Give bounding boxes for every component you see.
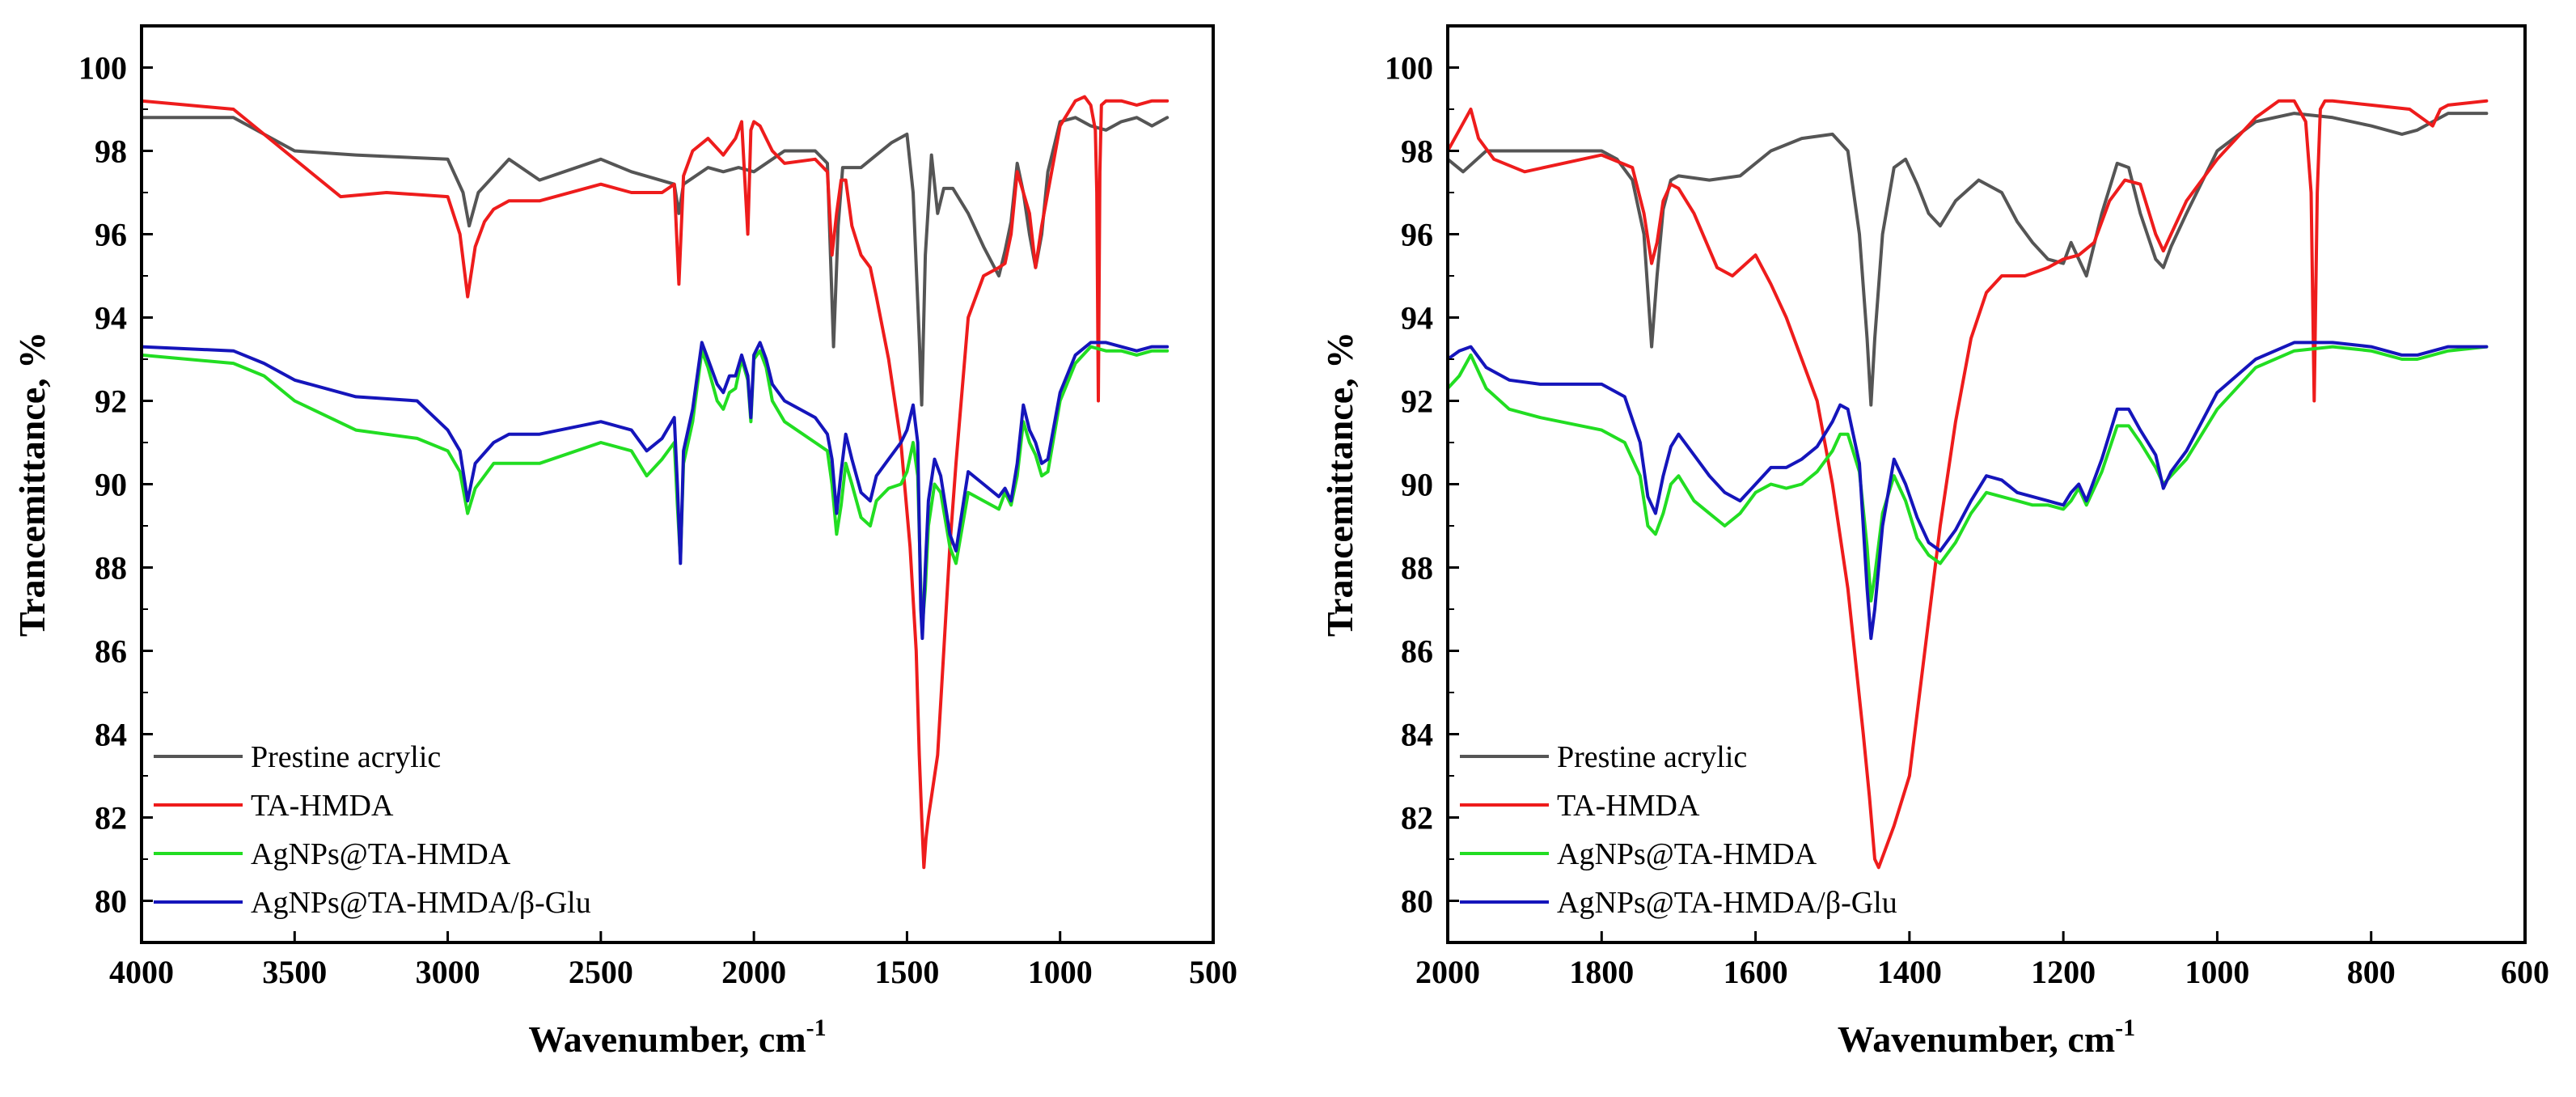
x-tick-label: 800 (2347, 954, 2396, 990)
legend-label: AgNPs@TA-HMDA/β-Glu (251, 886, 591, 920)
x-tick-label: 2500 (569, 954, 633, 990)
x-tick-label: 3000 (416, 954, 480, 990)
x-tick-label: 1400 (1877, 954, 1942, 990)
x-axis-label: Wavenumber, cm-1 (528, 1014, 826, 1060)
y-tick-label: 94 (1401, 300, 1433, 337)
y-tick-label: 98 (95, 133, 127, 170)
x-tick-label: 2000 (721, 954, 786, 990)
legend-label: TA-HMDA (1557, 789, 1700, 823)
y-tick-label: 80 (1401, 883, 1433, 920)
y-tick-label: 90 (95, 467, 127, 503)
y-tick-label: 100 (78, 50, 127, 87)
legend-label: AgNPs@TA-HMDA (1557, 837, 1817, 871)
series-line-agnps-ta-hmda-glu (140, 341, 1170, 641)
x-tick-label: 1600 (1724, 954, 1788, 990)
y-tick-label: 86 (1401, 633, 1433, 670)
x-tick-label: 1800 (1569, 954, 1634, 990)
legend-label: Prestine acrylic (1557, 740, 1747, 774)
y-tick-label: 82 (1401, 800, 1433, 837)
chart-left: 4000 3500 3000 2500 2000 1500 1000 500 80 82 84 86 8… (11, 24, 1237, 1060)
series-line-ta-hmda (140, 95, 1170, 870)
y-tick-label: 88 (1401, 550, 1433, 587)
y-tick-label: 96 (1401, 217, 1433, 253)
series-line-ta-hmda (1446, 99, 2489, 870)
x-tick-label: 1200 (2031, 954, 2096, 990)
y-tick-label: 96 (95, 217, 127, 253)
legend-label: AgNPs@TA-HMDA/β-Glu (1557, 886, 1897, 920)
x-tick-label: 1000 (2185, 954, 2249, 990)
x-tick-label: 3500 (262, 954, 327, 990)
chart-right: 2000 1800 1600 1400 1200 1000 800 600 80 82 84 86 88… (1319, 24, 2549, 1060)
x-axis-label: Wavenumber, cm-1 (1838, 1014, 2135, 1060)
y-tick-label: 82 (95, 800, 127, 837)
series-line-prestine-acrylic (1446, 112, 2489, 407)
x-tick-label: 1500 (874, 954, 939, 990)
x-tick-label: 4000 (109, 954, 174, 990)
y-tick-label: 92 (1401, 383, 1433, 420)
y-axis-label: Trancemittance, % (1319, 332, 1360, 637)
y-tick-label: 84 (1401, 717, 1433, 753)
y-axis-label: Trancemittance, % (11, 332, 53, 637)
x-tick-label: 500 (1189, 954, 1237, 990)
y-tick-label: 98 (1401, 133, 1433, 170)
y-tick-label: 100 (1385, 50, 1433, 87)
y-tick-label: 92 (95, 383, 127, 420)
y-tick-label: 80 (95, 883, 127, 920)
x-tick-label: 600 (2501, 954, 2549, 990)
y-tick-label: 84 (95, 717, 127, 753)
y-tick-label: 90 (1401, 467, 1433, 503)
x-tick-label: 1000 (1028, 954, 1093, 990)
y-tick-label: 86 (95, 633, 127, 670)
series-line-agnps-ta-hmda-glu (1446, 341, 2489, 641)
y-tick-label: 94 (95, 300, 127, 337)
legend-label: AgNPs@TA-HMDA (251, 837, 511, 871)
x-tick-label: 2000 (1415, 954, 1480, 990)
y-tick-label: 88 (95, 550, 127, 587)
legend-label: TA-HMDA (251, 789, 394, 823)
legend-label: Prestine acrylic (251, 740, 441, 774)
